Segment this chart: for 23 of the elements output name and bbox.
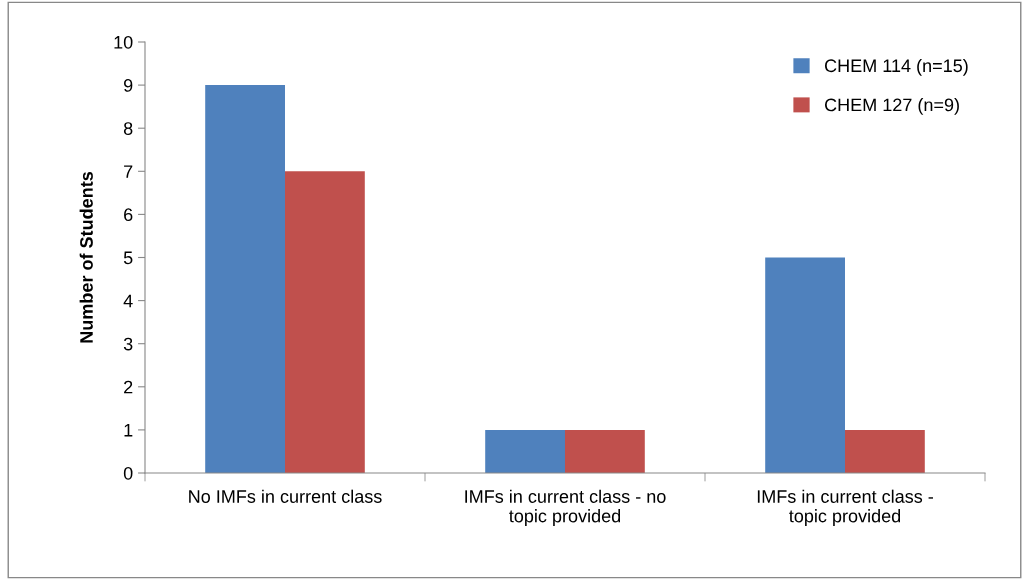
y-tick-label: 10 xyxy=(114,35,133,49)
y-tick-label: 5 xyxy=(123,251,133,265)
y-axis-title: Number of Students xyxy=(79,171,93,343)
x-tick-label: IMFs in current class - no topic provided xyxy=(465,489,666,526)
legend-label: CHEM 127 (n=9) xyxy=(824,98,959,115)
y-tick-label: 4 xyxy=(123,294,133,308)
bar xyxy=(765,257,845,473)
y-tick-label: 1 xyxy=(124,424,133,437)
y-tick-label: 8 xyxy=(123,122,133,135)
y-tick-label: 7 xyxy=(124,165,133,178)
bar xyxy=(845,429,925,473)
y-tick-label: 2 xyxy=(124,380,133,394)
y-tick-label: 3 xyxy=(123,337,133,351)
y-tick-label: 9 xyxy=(124,79,133,92)
y-tick-label: 6 xyxy=(124,208,133,222)
bar xyxy=(205,85,285,473)
x-tick-label: IMFs in current class - topic provided xyxy=(757,489,933,526)
bar xyxy=(485,429,565,473)
bar xyxy=(565,429,645,473)
legend-label: CHEM 114 (n=15) xyxy=(824,58,968,76)
x-tick-label: No IMFs in current class xyxy=(189,489,382,503)
bar xyxy=(285,171,365,473)
y-tick-label: 0 xyxy=(123,466,133,480)
